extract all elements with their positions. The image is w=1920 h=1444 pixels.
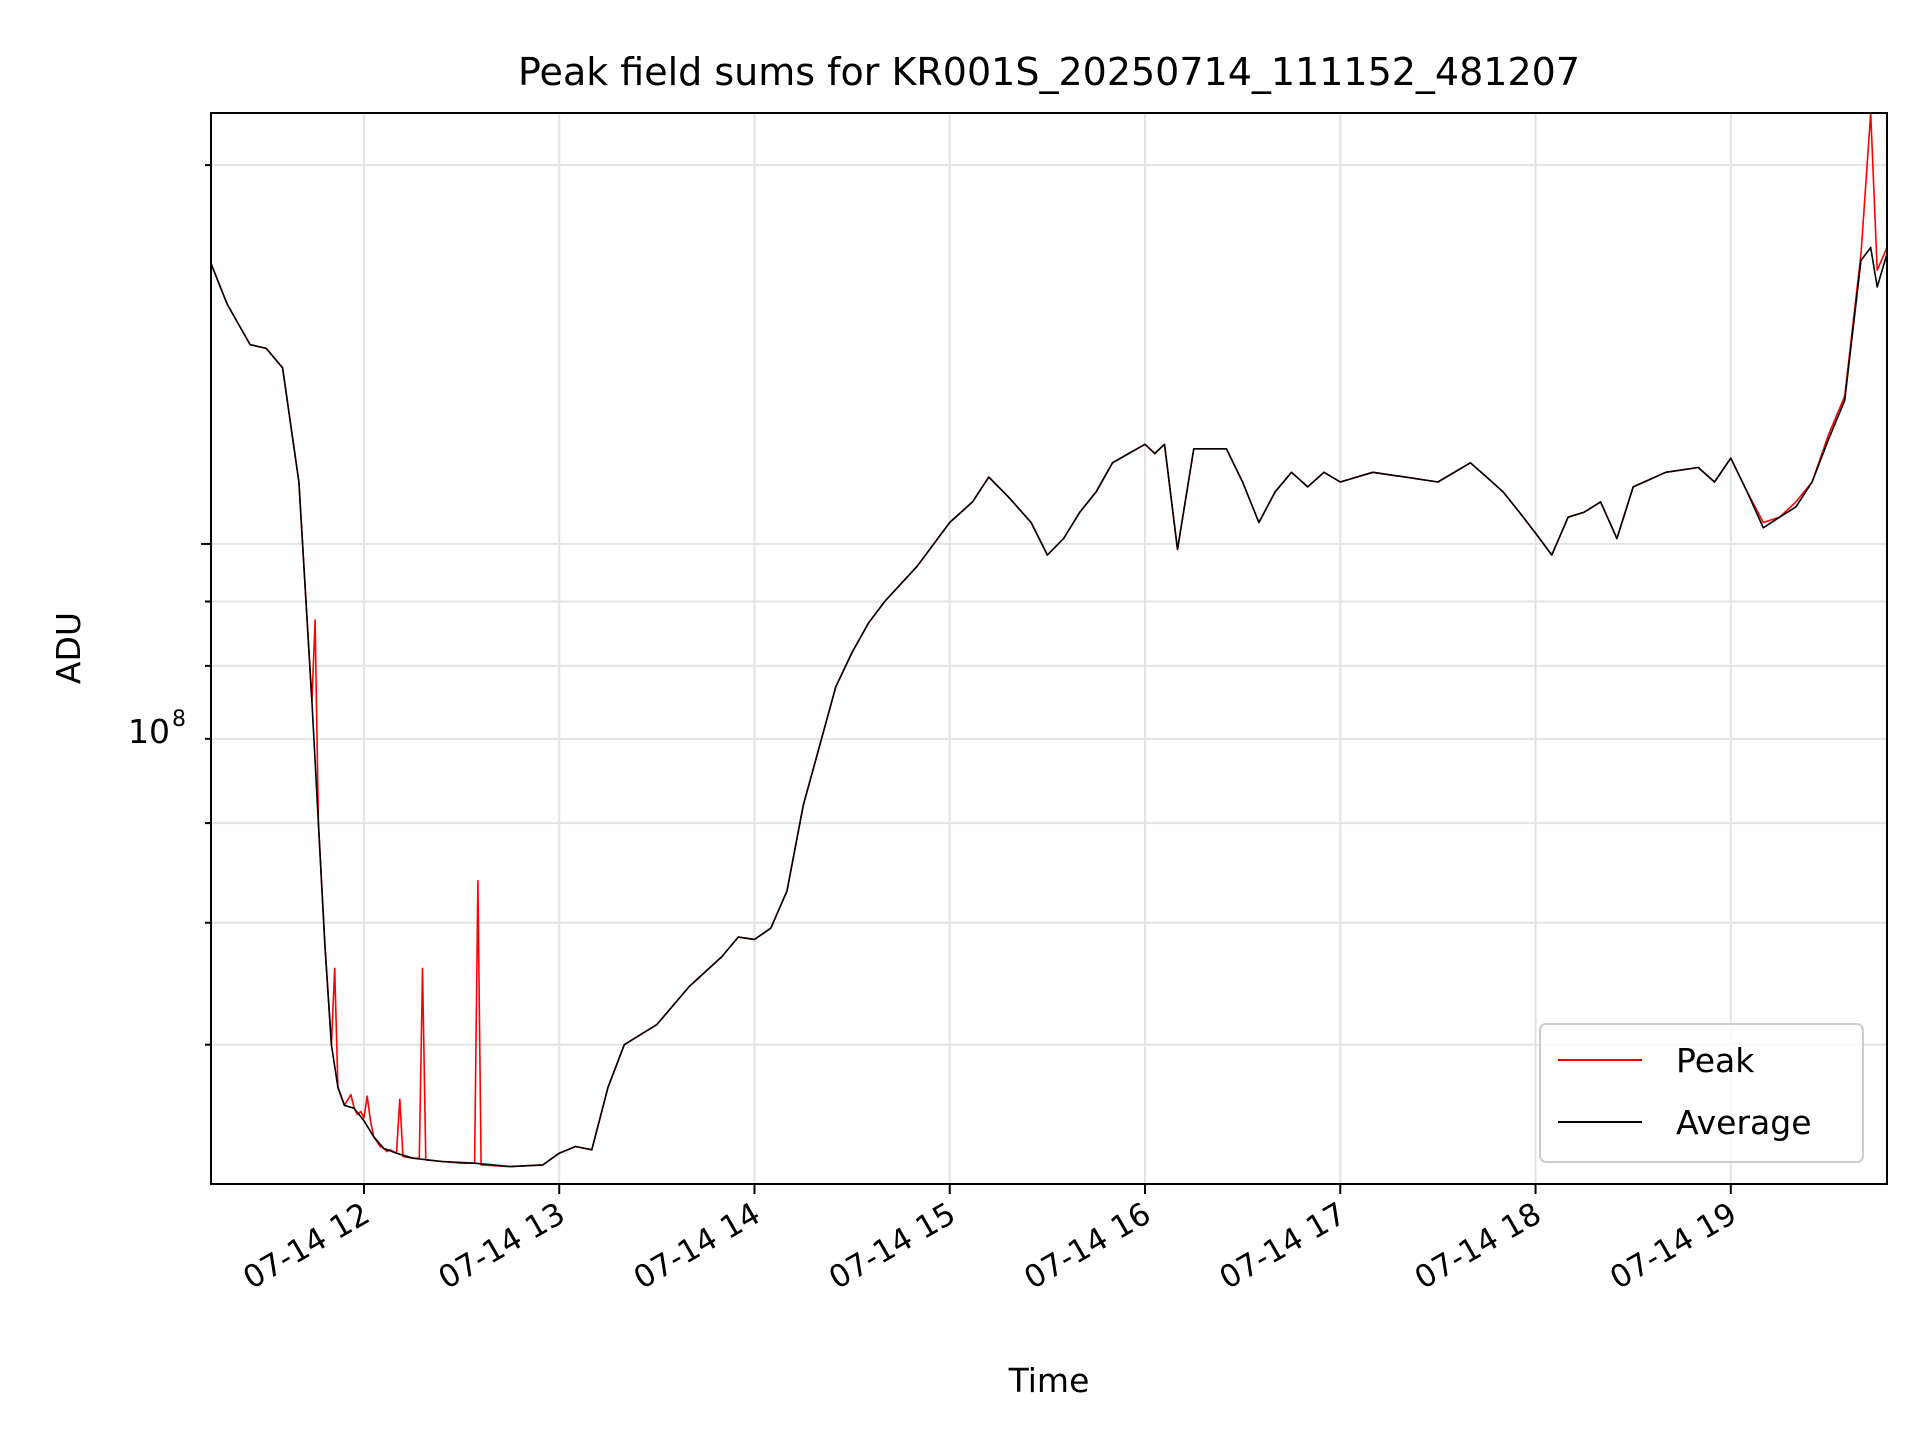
- series-line-average: [210, 246, 1888, 1168]
- y-tick-label-exponent: 8: [172, 707, 186, 732]
- x-axis-label: Time: [1008, 1361, 1090, 1400]
- y-tick-label-base: 10: [128, 712, 170, 751]
- y-tick-label-1e8: 10 8: [128, 707, 186, 751]
- grid: [211, 113, 1887, 1184]
- plot-frame: [210, 112, 1888, 1185]
- series-layer: [210, 112, 1888, 1168]
- chart-title: Peak field sums for KR001S_20250714_1111…: [518, 50, 1580, 94]
- legend: Peak Average: [1539, 1023, 1864, 1163]
- legend-label-average: Average: [1676, 1103, 1812, 1142]
- legend-label-peak: Peak: [1676, 1041, 1755, 1080]
- y-axis-label: ADU: [49, 612, 88, 684]
- legend-box: [1539, 1023, 1864, 1163]
